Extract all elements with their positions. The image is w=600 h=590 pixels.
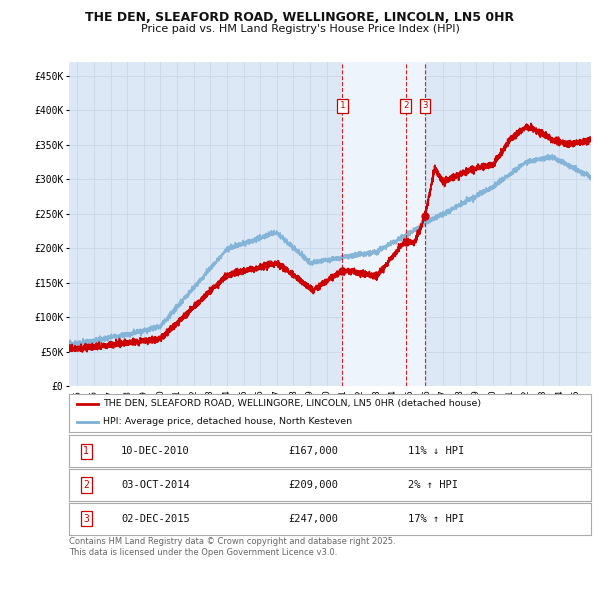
Text: 1: 1 — [340, 101, 345, 110]
Bar — [343, 62, 425, 386]
Text: 10-DEC-2010: 10-DEC-2010 — [121, 447, 190, 456]
Text: Contains HM Land Registry data © Crown copyright and database right 2025.
This d: Contains HM Land Registry data © Crown c… — [69, 537, 395, 557]
Text: 2: 2 — [83, 480, 89, 490]
Text: 17% ↑ HPI: 17% ↑ HPI — [409, 514, 464, 523]
Text: £247,000: £247,000 — [288, 514, 338, 523]
Text: THE DEN, SLEAFORD ROAD, WELLINGORE, LINCOLN, LN5 0HR (detached house): THE DEN, SLEAFORD ROAD, WELLINGORE, LINC… — [103, 399, 481, 408]
Text: 11% ↓ HPI: 11% ↓ HPI — [409, 447, 464, 456]
Text: 2% ↑ HPI: 2% ↑ HPI — [409, 480, 458, 490]
Text: £167,000: £167,000 — [288, 447, 338, 456]
Text: HPI: Average price, detached house, North Kesteven: HPI: Average price, detached house, Nort… — [103, 417, 352, 427]
Text: 2: 2 — [403, 101, 409, 110]
Text: 1: 1 — [83, 447, 89, 456]
Text: £209,000: £209,000 — [288, 480, 338, 490]
Text: THE DEN, SLEAFORD ROAD, WELLINGORE, LINCOLN, LN5 0HR: THE DEN, SLEAFORD ROAD, WELLINGORE, LINC… — [85, 11, 515, 24]
Text: Price paid vs. HM Land Registry's House Price Index (HPI): Price paid vs. HM Land Registry's House … — [140, 24, 460, 34]
Text: 3: 3 — [422, 101, 428, 110]
Text: 03-OCT-2014: 03-OCT-2014 — [121, 480, 190, 490]
Text: 3: 3 — [83, 514, 89, 523]
Text: 02-DEC-2015: 02-DEC-2015 — [121, 514, 190, 523]
